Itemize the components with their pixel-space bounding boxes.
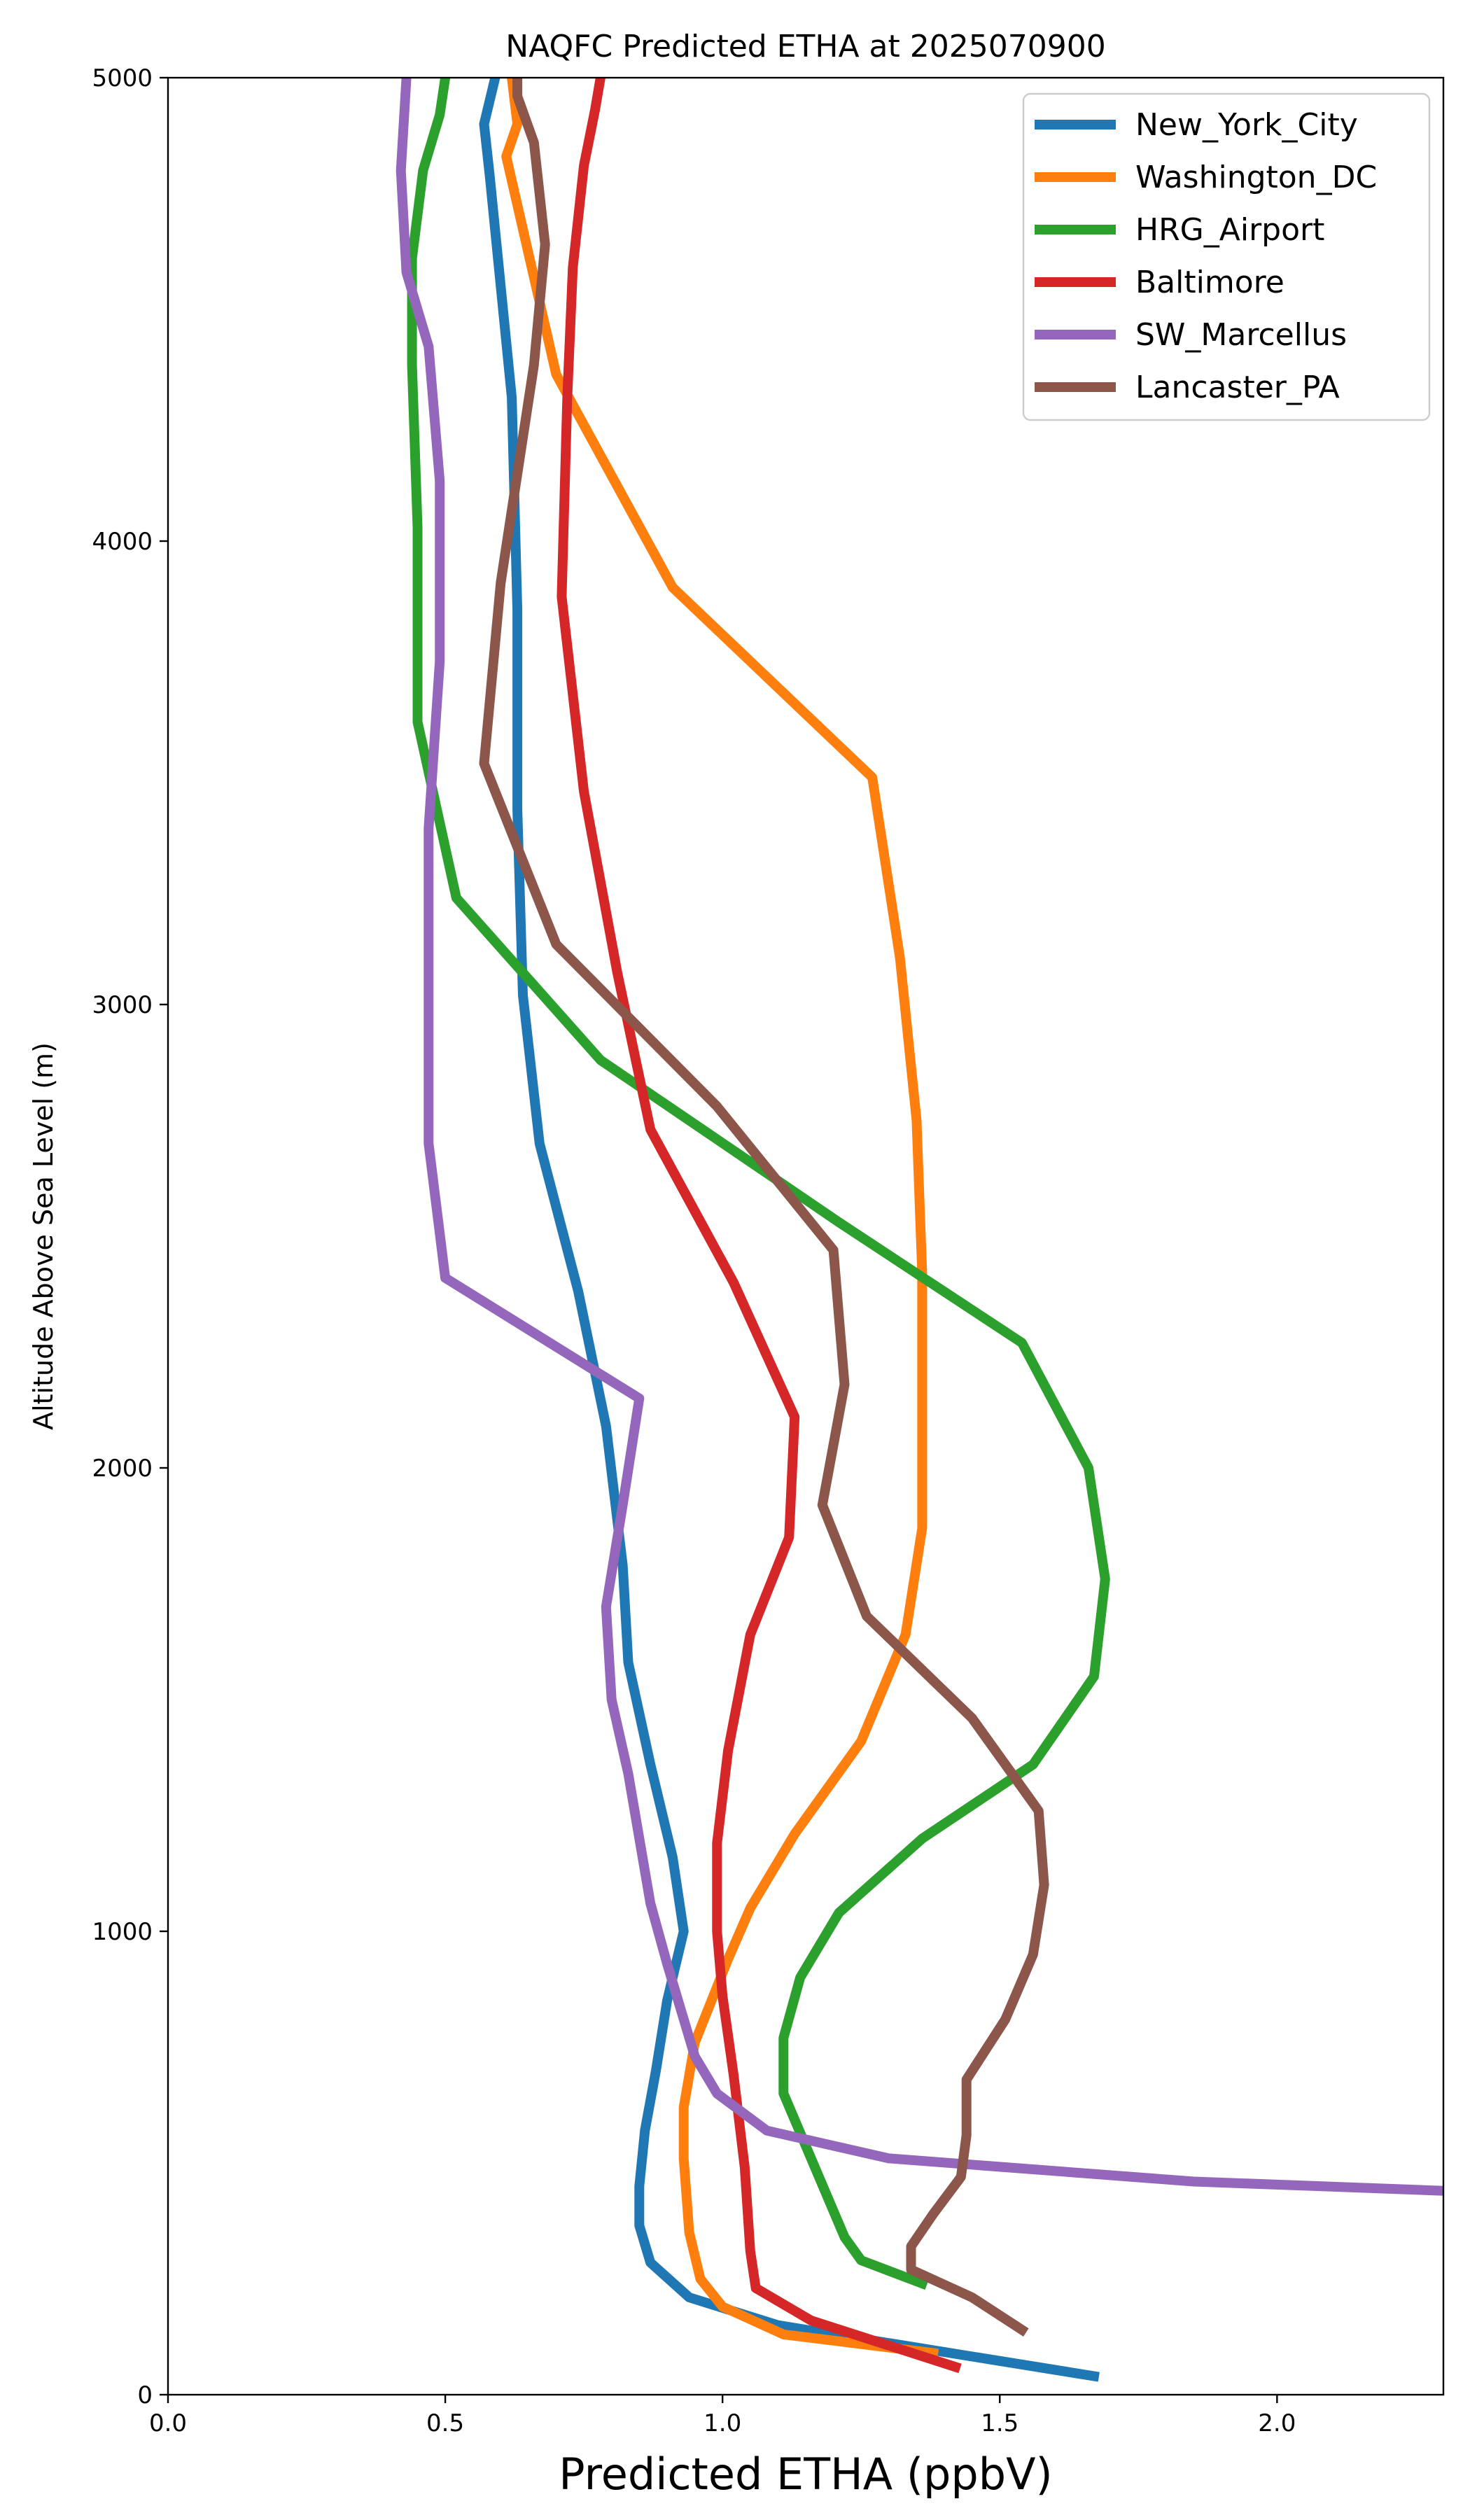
series-group (396, 78, 1443, 2382)
series-line-new-york-city (479, 78, 1100, 2382)
x-tick-label: 1.0 (704, 2409, 741, 2437)
series-line-baltimore (556, 78, 962, 2374)
y-axis-label: Altitude Above Sea Level (m) (28, 1042, 59, 1430)
x-tick-label: 0.0 (149, 2409, 187, 2437)
legend-box (1022, 92, 1431, 421)
x-tick-label: 2.0 (1258, 2409, 1296, 2437)
legend-label: Baltimore (1135, 265, 1284, 300)
x-tick-label: 1.5 (981, 2409, 1018, 2437)
series-line-sw-marcellus (396, 78, 1443, 2196)
legend-label: HRG_Airport (1135, 212, 1324, 248)
y-tick-label: 4000 (92, 528, 153, 556)
y-axis: 0 1000 2000 3000 4000 5000 (92, 64, 168, 2409)
series-line-washington-dc (501, 78, 939, 2359)
legend-label: New_York_City (1135, 107, 1358, 143)
legend-label: SW_Marcellus (1135, 317, 1347, 353)
y-tick-label: 5000 (92, 64, 153, 92)
series-line-hrg-airport (407, 78, 1110, 2290)
plot-frame (167, 76, 1445, 2396)
legend-label: Washington_DC (1135, 160, 1377, 195)
y-tick-label: 0 (137, 2381, 153, 2409)
legend: New_York_City Washington_DC HRG_Airport Bal… (1022, 92, 1431, 421)
y-tick-label: 3000 (92, 991, 153, 1019)
series-line-lancaster-pa (479, 78, 1049, 2337)
y-tick-label: 2000 (92, 1455, 153, 1483)
x-axis: 0.0 0.5 1.0 1.5 2.0 (149, 2395, 1296, 2437)
chart-title: NAQFC Predicted ETHA at 2025070900 (505, 29, 1105, 64)
x-tick-label: 0.5 (426, 2409, 464, 2437)
x-axis-label: Predicted ETHA (ppbV) (559, 2449, 1052, 2500)
legend-label: Lancaster_PA (1135, 370, 1340, 405)
y-tick-label: 1000 (92, 1918, 153, 1946)
